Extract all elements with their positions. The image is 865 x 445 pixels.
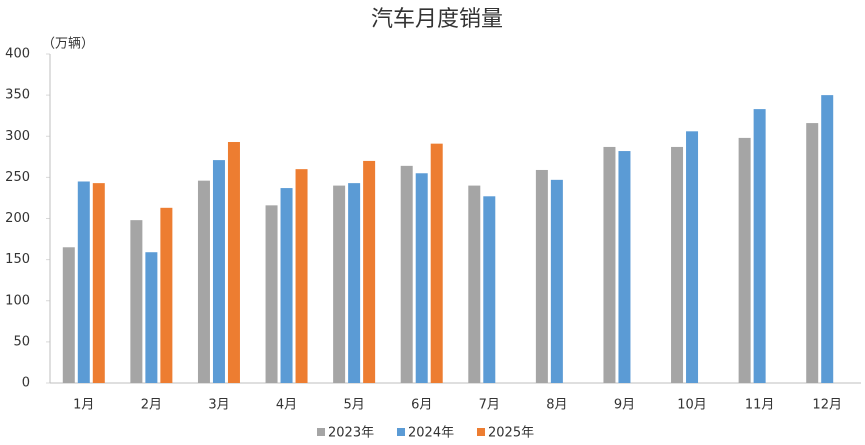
bar bbox=[535, 169, 548, 383]
y-tick-label: 300 bbox=[5, 129, 30, 144]
y-tick-label: 200 bbox=[5, 211, 30, 226]
x-tick-label: 7月 bbox=[479, 398, 500, 413]
bar bbox=[603, 146, 616, 383]
bar bbox=[212, 160, 225, 383]
bar bbox=[363, 160, 376, 383]
x-tick-label: 9月 bbox=[614, 398, 635, 413]
y-tick-label: 100 bbox=[5, 293, 30, 308]
legend-label: 2024年 bbox=[408, 426, 454, 441]
x-tick-label: 10月 bbox=[677, 398, 707, 413]
bar bbox=[618, 151, 631, 383]
bar bbox=[738, 137, 751, 383]
x-tick-label: 1月 bbox=[73, 398, 94, 413]
bar bbox=[400, 165, 413, 383]
y-tick-label: 350 bbox=[5, 88, 30, 103]
y-tick-label: 0 bbox=[22, 376, 30, 391]
bar bbox=[671, 146, 684, 383]
y-tick-label: 150 bbox=[5, 252, 30, 267]
bar bbox=[821, 95, 834, 383]
x-tick-label: 3月 bbox=[208, 398, 229, 413]
bar bbox=[62, 247, 75, 383]
x-tick-label: 5月 bbox=[343, 398, 364, 413]
bar bbox=[348, 183, 361, 383]
x-tick-label: 4月 bbox=[276, 398, 297, 413]
bar bbox=[415, 173, 428, 383]
bar bbox=[430, 143, 443, 383]
x-tick-label: 2月 bbox=[141, 398, 162, 413]
bar bbox=[197, 180, 210, 383]
bar bbox=[92, 183, 105, 383]
bar bbox=[806, 123, 819, 383]
y-tick-label: 50 bbox=[13, 334, 30, 349]
bar bbox=[77, 181, 90, 383]
legend-swatch bbox=[477, 428, 485, 436]
legend-label: 2025年 bbox=[488, 426, 534, 441]
bar bbox=[483, 196, 496, 383]
legend-label: 2023年 bbox=[328, 426, 374, 441]
bar bbox=[550, 179, 563, 383]
bar bbox=[333, 185, 346, 383]
bar bbox=[686, 131, 699, 383]
x-tick-label: 11月 bbox=[745, 398, 775, 413]
bar bbox=[265, 205, 278, 383]
x-tick-label: 8月 bbox=[546, 398, 567, 413]
y-tick-label: 250 bbox=[5, 170, 30, 185]
y-tick-label: 400 bbox=[5, 47, 30, 62]
bar bbox=[227, 142, 240, 383]
y-axis-label: （万辆） bbox=[42, 37, 94, 52]
bar bbox=[295, 169, 308, 383]
bar bbox=[160, 207, 173, 383]
legend-swatch bbox=[397, 428, 405, 436]
x-tick-label: 12月 bbox=[812, 398, 842, 413]
legend-swatch bbox=[317, 428, 325, 436]
x-tick-label: 6月 bbox=[411, 398, 432, 413]
bar bbox=[145, 252, 158, 383]
bar bbox=[468, 185, 481, 383]
bar bbox=[130, 220, 143, 383]
bar bbox=[753, 109, 766, 384]
bar bbox=[280, 188, 293, 383]
chart-title: 汽车月度销量 bbox=[371, 7, 503, 32]
